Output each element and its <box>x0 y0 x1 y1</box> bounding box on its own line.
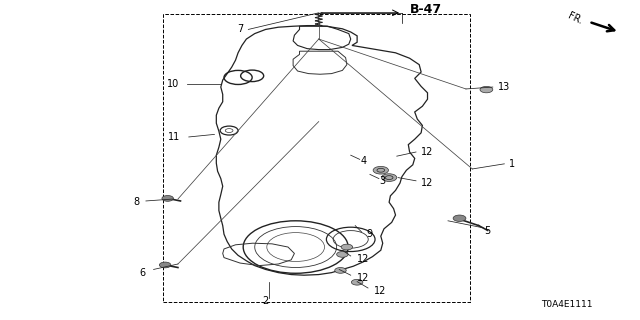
Text: T0A4E1111: T0A4E1111 <box>541 300 592 309</box>
Text: 12: 12 <box>421 147 433 157</box>
Circle shape <box>373 166 388 174</box>
Text: B-47: B-47 <box>410 3 442 16</box>
Text: 3: 3 <box>380 176 386 186</box>
Circle shape <box>159 262 171 268</box>
Text: 10: 10 <box>167 79 179 89</box>
Text: 1: 1 <box>509 159 515 169</box>
Text: 2: 2 <box>262 296 269 306</box>
Text: 4: 4 <box>360 156 367 166</box>
Text: 7: 7 <box>237 24 243 35</box>
Text: 6: 6 <box>140 268 146 278</box>
Text: 12: 12 <box>374 285 387 296</box>
Circle shape <box>341 244 353 250</box>
Circle shape <box>453 215 466 221</box>
Circle shape <box>480 86 493 93</box>
Circle shape <box>337 252 348 257</box>
Text: 12: 12 <box>421 178 433 188</box>
Text: 5: 5 <box>484 226 491 236</box>
Text: 9: 9 <box>366 229 372 239</box>
Text: 13: 13 <box>498 82 510 92</box>
Circle shape <box>335 268 346 273</box>
Text: 12: 12 <box>357 253 369 264</box>
Bar <box>163 14 470 302</box>
Circle shape <box>162 196 173 201</box>
Circle shape <box>381 174 397 181</box>
Text: 8: 8 <box>133 197 140 207</box>
Text: 11: 11 <box>168 132 180 142</box>
Circle shape <box>351 279 363 285</box>
Text: 12: 12 <box>357 273 369 283</box>
Text: FR.: FR. <box>566 11 584 26</box>
